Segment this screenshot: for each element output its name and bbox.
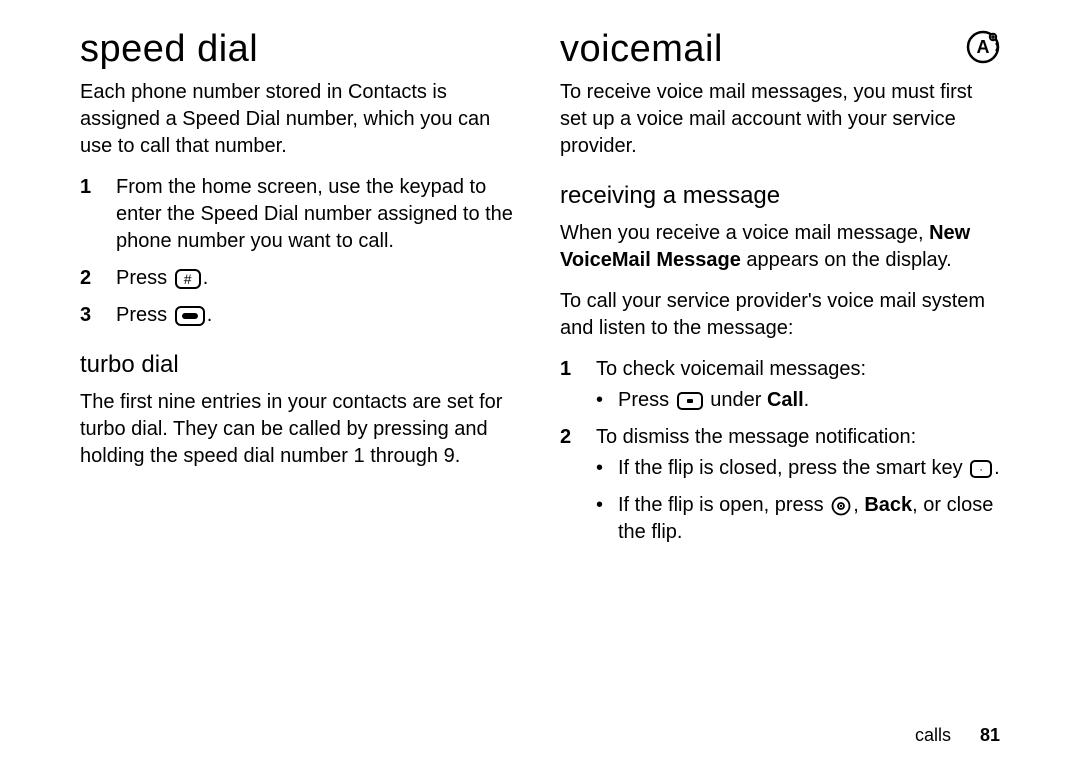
page-footer: calls 81 bbox=[915, 725, 1000, 746]
footer-page-number: 81 bbox=[980, 725, 1000, 745]
voicemail-intro: To receive voice mail messages, you must… bbox=[560, 79, 1000, 160]
speed-dial-intro: Each phone number stored in Contacts is … bbox=[80, 79, 520, 160]
step-text: Press bbox=[116, 304, 173, 326]
step-2: 2 Press #. bbox=[80, 265, 520, 292]
text-part: , bbox=[853, 494, 864, 516]
speed-dial-steps: 1 From the home screen, use the keypad t… bbox=[80, 174, 520, 329]
back-label: Back bbox=[864, 494, 912, 516]
step-number: 2 bbox=[80, 265, 91, 292]
step-suffix: . bbox=[207, 304, 213, 326]
step-number: 3 bbox=[80, 302, 91, 329]
manual-page: speed dial Each phone number stored in C… bbox=[0, 0, 1080, 766]
step-suffix: . bbox=[203, 267, 209, 289]
vm-step-2: 2 To dismiss the message notification: I… bbox=[560, 424, 1000, 546]
bullet-flip-closed: If the flip is closed, press the smart k… bbox=[596, 455, 1000, 482]
step-text: From the home screen, use the keypad to … bbox=[116, 176, 513, 252]
hash-key-icon: # bbox=[175, 269, 201, 289]
bullet-flip-open: If the flip is open, press , Back, or cl… bbox=[596, 492, 1000, 546]
accessibility-icon: A bbox=[966, 30, 1000, 69]
receiving-message-heading: receiving a message bbox=[560, 182, 1000, 210]
text-part: If the flip is open, press bbox=[618, 494, 829, 516]
step-text: To dismiss the message notification: bbox=[596, 426, 916, 448]
receiving-p2: To call your service provider's voice ma… bbox=[560, 288, 1000, 342]
vm-step-1: 1 To check voicemail messages: Press und… bbox=[560, 356, 1000, 414]
footer-section: calls bbox=[915, 725, 951, 745]
vm-step-2-bullets: If the flip is closed, press the smart k… bbox=[596, 455, 1000, 546]
step-number: 1 bbox=[560, 356, 571, 383]
text-part: . bbox=[994, 457, 1000, 479]
text-part: When you receive a voice mail message, bbox=[560, 222, 929, 244]
receiving-p1: When you receive a voice mail message, N… bbox=[560, 220, 1000, 274]
step-number: 2 bbox=[560, 424, 571, 451]
voicemail-steps: 1 To check voicemail messages: Press und… bbox=[560, 356, 1000, 546]
step-number: 1 bbox=[80, 174, 91, 201]
text-part: If the flip is closed, press the smart k… bbox=[618, 457, 968, 479]
speed-dial-heading: speed dial bbox=[80, 28, 520, 71]
turbo-dial-text: The first nine entries in your contacts … bbox=[80, 389, 520, 470]
svg-text:A: A bbox=[977, 37, 990, 57]
text-part: under bbox=[710, 389, 767, 411]
bullet-press-call: Press under Call. bbox=[596, 387, 1000, 414]
right-column: voicemail To receive voice mail messages… bbox=[560, 28, 1000, 746]
voicemail-heading: voicemail bbox=[560, 28, 1000, 71]
step-3: 3 Press . bbox=[80, 302, 520, 329]
text-part: appears on the display. bbox=[741, 249, 952, 271]
vm-step-1-bullets: Press under Call. bbox=[596, 387, 1000, 414]
turbo-dial-heading: turbo dial bbox=[80, 351, 520, 379]
call-label: Call bbox=[767, 389, 804, 411]
left-column: speed dial Each phone number stored in C… bbox=[80, 28, 520, 746]
step-1: 1 From the home screen, use the keypad t… bbox=[80, 174, 520, 255]
softkey-icon bbox=[677, 392, 703, 410]
send-key-icon bbox=[175, 306, 205, 326]
text-part: Press bbox=[618, 389, 675, 411]
step-text: To check voicemail messages: bbox=[596, 358, 866, 380]
smart-key-icon: · bbox=[970, 460, 992, 478]
step-text: Press bbox=[116, 267, 173, 289]
text-part: . bbox=[804, 389, 810, 411]
nav-key-icon bbox=[831, 496, 851, 516]
